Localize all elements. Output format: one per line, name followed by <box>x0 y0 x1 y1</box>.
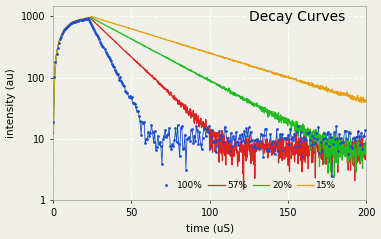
20% <box>51 125 56 128</box>
20% <box>222 88 227 91</box>
57% <box>93 22 98 24</box>
20% <box>157 52 161 55</box>
15% <box>216 55 220 58</box>
57% <box>241 188 246 191</box>
Legend: 100%, 57%, 20%, 15%: 100%, 57%, 20%, 15% <box>155 178 340 194</box>
100% <box>336 149 341 152</box>
15% <box>89 15 93 18</box>
15% <box>104 20 109 22</box>
100% <box>330 175 334 178</box>
15% <box>93 16 98 19</box>
57% <box>157 83 161 86</box>
100% <box>315 138 320 141</box>
100% <box>363 129 368 131</box>
100% <box>86 17 90 20</box>
15% <box>187 45 192 48</box>
57% <box>364 139 368 141</box>
20% <box>93 18 98 21</box>
20% <box>104 24 109 27</box>
Line: 15%: 15% <box>53 16 366 131</box>
57% <box>104 32 109 35</box>
100% <box>238 134 242 137</box>
Line: 20%: 20% <box>53 17 366 178</box>
20% <box>216 83 220 86</box>
X-axis label: time (uS): time (uS) <box>186 223 234 234</box>
20% <box>364 151 368 154</box>
15% <box>51 130 56 133</box>
57% <box>87 16 92 19</box>
15% <box>364 99 368 102</box>
20% <box>332 176 337 179</box>
Line: 57%: 57% <box>53 17 366 189</box>
100% <box>52 76 57 79</box>
20% <box>89 16 93 19</box>
100% <box>237 137 242 140</box>
15% <box>157 36 161 39</box>
20% <box>187 68 192 71</box>
57% <box>222 154 227 157</box>
Y-axis label: intensity (au): intensity (au) <box>6 68 16 138</box>
15% <box>222 56 227 59</box>
57% <box>187 112 192 115</box>
57% <box>51 133 56 136</box>
100% <box>243 141 248 144</box>
Title: Decay Curves: Decay Curves <box>249 10 346 24</box>
100% <box>51 121 56 124</box>
Line: 100%: 100% <box>52 17 367 178</box>
57% <box>216 131 220 134</box>
